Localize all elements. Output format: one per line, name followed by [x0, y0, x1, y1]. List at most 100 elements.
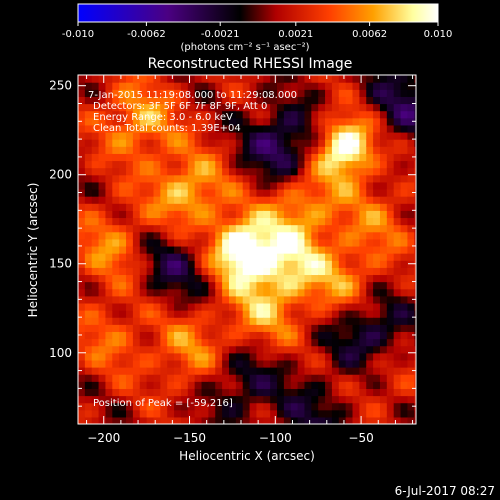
heatmap-cell — [208, 310, 216, 318]
heatmap-cell — [174, 82, 182, 90]
heatmap-cell — [338, 274, 347, 283]
heatmap-cell — [119, 167, 127, 176]
heatmap-cell — [112, 117, 120, 126]
heatmap-cell — [139, 345, 148, 354]
heatmap-cell — [318, 416, 326, 424]
heatmap-cell — [222, 210, 230, 219]
heatmap-cell — [126, 110, 134, 119]
heatmap-cell — [98, 231, 107, 240]
y-tick-label: 150 — [49, 257, 72, 271]
heatmap-cell — [297, 103, 306, 112]
heatmap-cell — [290, 174, 299, 183]
heatmap-cell — [112, 124, 120, 133]
heatmap-cell — [373, 210, 381, 219]
heatmap-cell — [304, 402, 312, 411]
heatmap-cell — [84, 96, 93, 105]
heatmap-cell — [345, 317, 354, 325]
heatmap-cell — [338, 117, 347, 126]
heatmap-cell — [78, 395, 86, 404]
heatmap-cell — [393, 224, 402, 233]
heatmap-cell — [119, 345, 127, 354]
heatmap-cell — [277, 139, 285, 147]
heatmap-cell — [297, 253, 306, 261]
heatmap-cell — [386, 146, 395, 154]
heatmap-cell — [249, 388, 258, 397]
heatmap-cell — [325, 153, 333, 162]
heatmap-cell — [222, 231, 230, 240]
heatmap-cell — [146, 89, 155, 97]
heatmap-cell — [242, 238, 251, 247]
heatmap-cell — [153, 395, 161, 404]
heatmap-cell — [345, 110, 354, 119]
heatmap-cell — [126, 181, 134, 190]
heatmap-cell — [366, 317, 374, 325]
heatmap-cell — [146, 245, 155, 254]
heatmap-cell — [235, 117, 244, 126]
heatmap-cell — [325, 381, 333, 389]
heatmap-cell — [215, 75, 223, 83]
heatmap-cell — [338, 402, 347, 411]
heatmap-cell — [201, 96, 209, 105]
heatmap-cell — [407, 388, 415, 397]
heatmap-cell — [105, 117, 113, 126]
heatmap-cell — [359, 409, 367, 418]
heatmap-cell — [277, 310, 285, 318]
heatmap-cell — [139, 224, 148, 233]
heatmap-cell — [242, 96, 251, 105]
heatmap-cell — [91, 331, 100, 340]
heatmap-cell — [311, 317, 319, 325]
heatmap-cell — [174, 338, 182, 347]
heatmap-cell — [359, 402, 367, 411]
colorbar-units: (photons cm⁻² s⁻¹ asec⁻²) — [180, 42, 309, 53]
heatmap-cell — [228, 160, 237, 169]
heatmap-cell — [187, 338, 196, 347]
heatmap-cell — [359, 203, 367, 211]
heatmap-cell — [187, 203, 196, 211]
heatmap-cell — [393, 324, 402, 333]
heatmap-cell — [325, 317, 333, 325]
heatmap-cell — [187, 124, 196, 133]
heatmap-cell — [304, 352, 312, 361]
heatmap-cell — [297, 117, 306, 126]
heatmap-cell — [112, 75, 120, 83]
heatmap-cell — [290, 181, 299, 190]
heatmap-cell — [119, 103, 127, 112]
heatmap-cell — [194, 302, 203, 311]
heatmap-cell — [249, 253, 258, 261]
heatmap-cell — [208, 359, 216, 368]
heatmap-cell — [325, 210, 333, 219]
heatmap-cell — [325, 96, 333, 105]
heatmap-cell — [228, 317, 237, 325]
heatmap-cell — [139, 82, 148, 90]
heatmap-cell — [160, 260, 168, 268]
heatmap-cell — [352, 331, 360, 340]
heatmap-cell — [132, 139, 141, 147]
heatmap-cell — [201, 288, 209, 297]
heatmap-cell — [91, 367, 100, 375]
heatmap-cell — [167, 96, 175, 105]
heatmap-cell — [187, 117, 196, 126]
heatmap-cell — [270, 288, 278, 297]
heatmap-cell — [373, 181, 381, 190]
heatmap-cell — [235, 416, 244, 424]
heatmap-cell — [256, 210, 264, 219]
heatmap-cell — [256, 181, 264, 190]
heatmap-cell — [153, 324, 161, 333]
heatmap-cell — [146, 203, 155, 211]
heatmap-cell — [345, 89, 354, 97]
heatmap-cell — [325, 167, 333, 176]
heatmap-cell — [270, 388, 278, 397]
heatmap-cell — [304, 324, 312, 333]
heatmap-cell — [263, 310, 271, 318]
heatmap-cell — [112, 345, 120, 354]
heatmap-cell — [249, 224, 258, 233]
heatmap-cell — [400, 245, 409, 254]
heatmap-cell — [208, 139, 216, 147]
heatmap-cell — [352, 146, 360, 154]
heatmap-cell — [78, 167, 86, 176]
heatmap-cell — [174, 231, 182, 240]
heatmap-cell — [270, 96, 278, 105]
heatmap-cell — [345, 253, 354, 261]
heatmap-cell — [414, 167, 416, 176]
heatmap-cell — [78, 253, 86, 261]
